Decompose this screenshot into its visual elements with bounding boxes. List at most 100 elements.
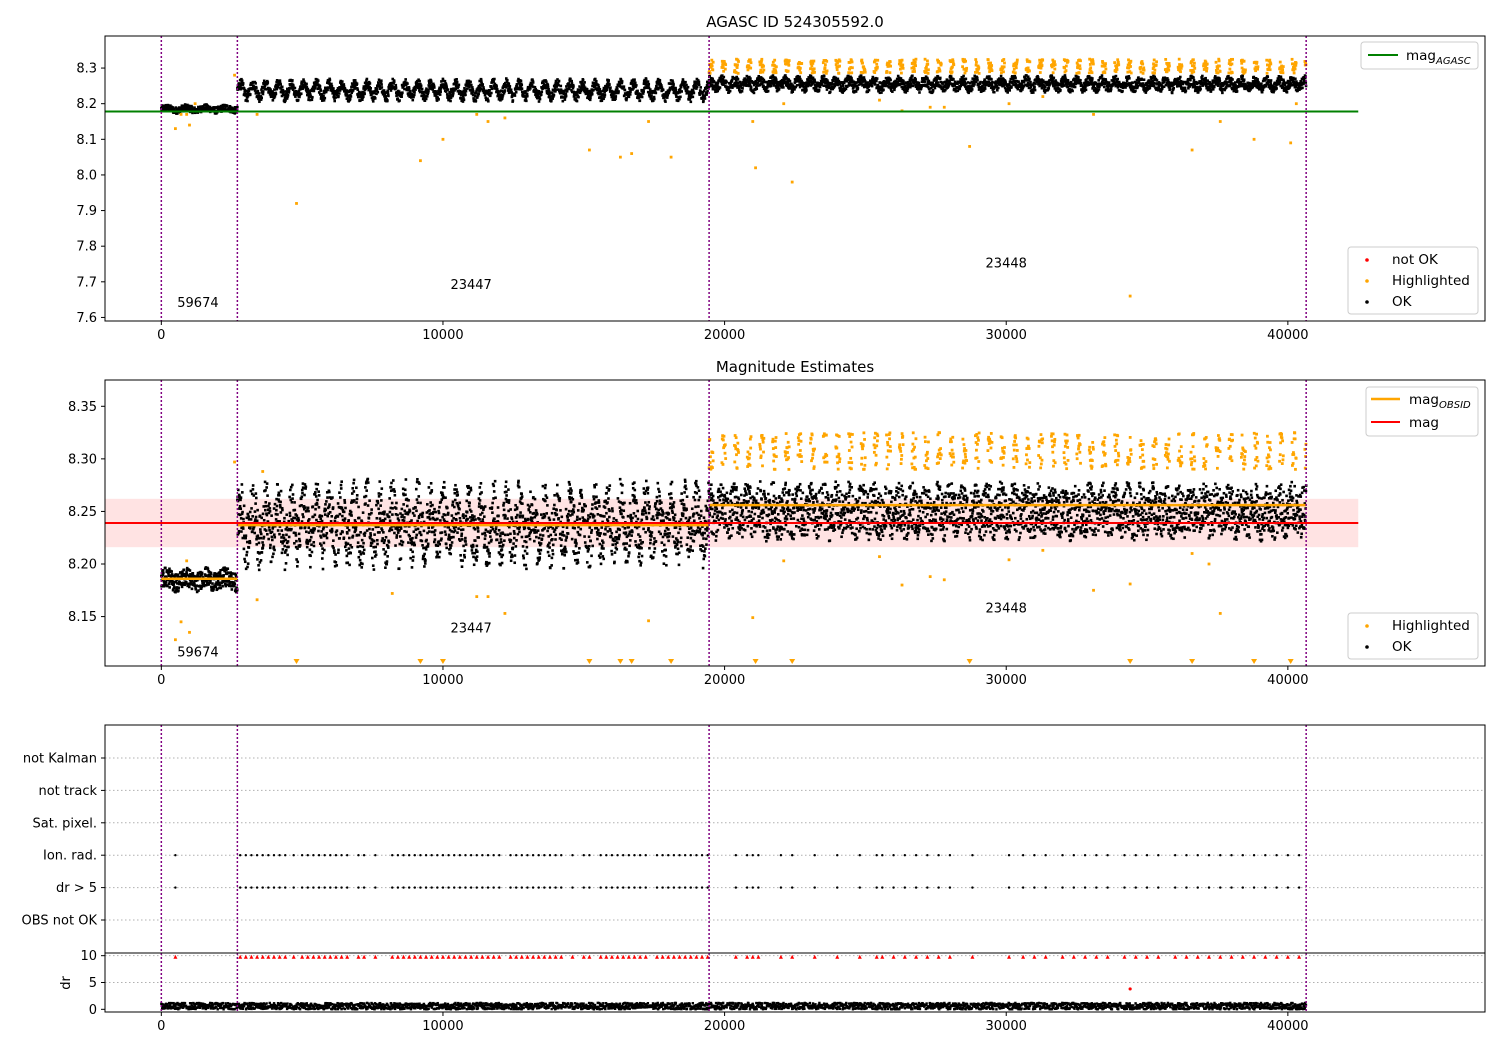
data-point xyxy=(547,87,550,91)
data-point xyxy=(552,88,555,92)
data-point xyxy=(554,89,557,93)
data-point xyxy=(244,92,248,96)
data-point xyxy=(297,92,301,95)
highlighted-point xyxy=(1104,62,1107,65)
data-point xyxy=(332,87,335,90)
data-point xyxy=(1060,80,1063,84)
data-point xyxy=(287,89,291,93)
data-point xyxy=(552,93,556,97)
data-point xyxy=(597,92,600,96)
data-point xyxy=(449,96,453,100)
data-point xyxy=(559,84,563,88)
highlighted-point xyxy=(724,63,728,67)
highlighted-point xyxy=(737,60,740,63)
data-point xyxy=(341,80,344,83)
data-point xyxy=(783,77,786,81)
data-point xyxy=(317,91,321,94)
data-point xyxy=(449,99,452,103)
data-point xyxy=(514,90,518,94)
data-point xyxy=(579,89,583,93)
data-point xyxy=(1212,79,1216,82)
data-point xyxy=(1204,84,1208,88)
data-point xyxy=(716,89,720,93)
data-point xyxy=(1051,79,1054,83)
data-point xyxy=(656,77,660,81)
data-point xyxy=(911,84,915,88)
data-point xyxy=(638,99,642,102)
data-point xyxy=(531,81,535,84)
data-point xyxy=(775,80,779,84)
highlighted-point xyxy=(1153,68,1157,72)
data-point xyxy=(617,91,620,95)
data-point xyxy=(974,80,978,84)
data-point xyxy=(884,80,887,83)
data-point xyxy=(517,77,520,81)
data-point xyxy=(1096,89,1100,93)
data-point xyxy=(914,80,918,84)
data-point xyxy=(246,94,250,98)
highlighted-point xyxy=(850,71,854,75)
data-point xyxy=(956,82,959,86)
data-point xyxy=(820,75,824,78)
data-point xyxy=(565,90,569,93)
data-point xyxy=(572,92,576,96)
data-point xyxy=(667,91,671,95)
data-point xyxy=(797,80,801,83)
data-point xyxy=(497,95,501,98)
data-point xyxy=(420,87,424,91)
data-point xyxy=(1124,83,1128,86)
data-point xyxy=(482,88,486,91)
highlighted-point xyxy=(1038,71,1042,74)
data-point xyxy=(353,84,357,87)
data-point xyxy=(567,82,570,85)
data-point xyxy=(307,95,311,99)
data-point xyxy=(824,80,827,84)
data-point xyxy=(780,81,783,85)
data-point xyxy=(990,83,994,86)
data-point xyxy=(692,86,696,90)
data-point xyxy=(221,106,225,110)
data-point xyxy=(1121,86,1125,90)
data-point xyxy=(413,90,416,94)
data-point xyxy=(321,96,325,100)
data-point xyxy=(555,85,559,88)
data-point xyxy=(464,89,468,93)
data-point xyxy=(650,94,653,97)
data-point xyxy=(1127,75,1131,78)
data-point xyxy=(469,80,472,84)
data-point xyxy=(319,89,323,92)
data-point xyxy=(1123,84,1127,88)
data-point xyxy=(801,88,804,92)
data-point xyxy=(1031,89,1035,93)
data-point xyxy=(674,89,678,92)
data-point xyxy=(1030,83,1033,86)
data-point xyxy=(759,79,762,82)
data-point xyxy=(1198,85,1202,89)
data-point xyxy=(507,82,511,86)
data-point xyxy=(987,80,990,84)
data-point xyxy=(1079,82,1083,85)
highlighted-point xyxy=(914,57,918,61)
data-point xyxy=(439,87,443,90)
data-point xyxy=(1216,78,1219,82)
data-point xyxy=(268,91,272,94)
data-point xyxy=(551,97,554,100)
data-point xyxy=(274,92,278,96)
highlighted-point xyxy=(1140,60,1144,63)
data-point xyxy=(1165,82,1169,85)
data-point xyxy=(416,79,419,83)
data-point xyxy=(1285,90,1289,94)
data-point xyxy=(487,99,490,103)
data-point xyxy=(719,77,722,81)
data-point xyxy=(1231,78,1234,81)
data-point xyxy=(1192,76,1195,79)
data-point xyxy=(613,90,616,94)
data-point xyxy=(788,79,792,83)
highlighted-point xyxy=(1129,71,1133,75)
data-point xyxy=(847,75,850,79)
data-point xyxy=(941,87,945,90)
highlighted-point xyxy=(1167,68,1171,72)
data-point xyxy=(720,74,724,77)
data-point xyxy=(672,83,675,86)
data-point xyxy=(256,89,260,93)
